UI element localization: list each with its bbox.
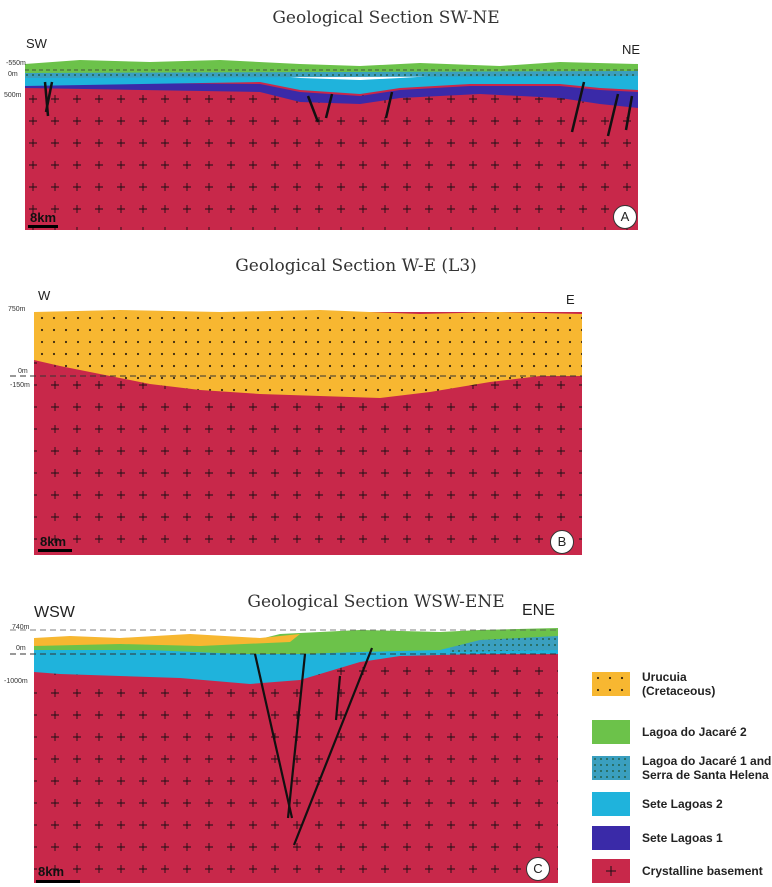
section-a-lagoa-jacare-2 bbox=[25, 60, 638, 73]
section-c-sete-lagoas-2 bbox=[34, 646, 558, 684]
legend-swatch-crystalline-basement bbox=[592, 859, 630, 883]
legend-swatch-lagoa-jacare-2 bbox=[592, 720, 630, 744]
section-b-depth-top: 750m bbox=[8, 306, 26, 313]
section-b-right-label: E bbox=[566, 292, 575, 307]
section-a-scale-bar bbox=[28, 225, 58, 228]
legend-swatch-lagoa-jacare-1 bbox=[592, 756, 630, 780]
section-a-right-label: NE bbox=[622, 42, 641, 57]
legend-swatch-sete-lagoas-2 bbox=[592, 792, 630, 816]
section-a-depth-zero: 0m bbox=[8, 71, 18, 78]
section-c-right-label: ENE bbox=[522, 602, 555, 619]
section-b-depth-bottom: -150m bbox=[10, 382, 30, 389]
section-c-badge: C bbox=[526, 857, 550, 881]
section-c-left-label: WSW bbox=[34, 604, 75, 621]
legend-label-crystalline-basement: Crystalline basement bbox=[642, 864, 763, 878]
section-c-faults bbox=[253, 647, 374, 846]
section-a-depth-bottom: 500m bbox=[4, 92, 22, 99]
section-c-depth-zero: 0m bbox=[16, 645, 26, 652]
section-c-depth-bottom: -1000m bbox=[4, 678, 28, 685]
section-c-scale-bar bbox=[36, 880, 80, 883]
section-b-left-label: W bbox=[38, 288, 51, 303]
section-c-depth-top: 740m bbox=[12, 624, 30, 631]
section-c-lagoa-jacare-2 bbox=[34, 628, 558, 654]
section-a-left-label: SW bbox=[26, 36, 47, 51]
section-a-depth-top: -550m bbox=[6, 60, 26, 67]
section-c-drawing bbox=[10, 628, 558, 883]
section-c-title: Geological Section WSW-ENE bbox=[247, 592, 505, 612]
section-b-badge: B bbox=[550, 530, 574, 554]
section-c-scale-label: 8km bbox=[38, 864, 65, 879]
section-b-title: Geological Section W-E (L3) bbox=[235, 256, 477, 276]
legend-label-sete-lagoas-1: Sete Lagoas 1 bbox=[642, 831, 723, 845]
section-a-scale-label: 8km bbox=[30, 210, 57, 225]
legend-swatch-urucuia bbox=[592, 672, 630, 696]
legend-swatch-sete-lagoas-1 bbox=[592, 826, 630, 850]
section-a-badge: A bbox=[613, 205, 637, 229]
legend-label-sete-lagoas-2: Sete Lagoas 2 bbox=[642, 797, 723, 811]
section-a-faults bbox=[43, 81, 634, 137]
section-b-scale-label: 8km bbox=[40, 534, 67, 549]
section-a-title: Geological Section SW-NE bbox=[272, 8, 500, 28]
section-a-drawing bbox=[25, 60, 638, 230]
section-b-drawing bbox=[10, 310, 582, 555]
section-c-urucuia bbox=[34, 634, 300, 646]
legend-label-lagoa-jacare-2: Lagoa do Jacaré 2 bbox=[642, 725, 747, 739]
legend-label-lagoa-jacare-1: Lagoa do Jacaré 1 and Serra de Santa Hel… bbox=[642, 754, 772, 782]
section-b-depth-zero: 0m bbox=[18, 368, 28, 375]
section-b-scale-bar bbox=[38, 549, 72, 552]
legend-label-urucuia: Urucuia (Cretaceous) bbox=[642, 670, 716, 698]
